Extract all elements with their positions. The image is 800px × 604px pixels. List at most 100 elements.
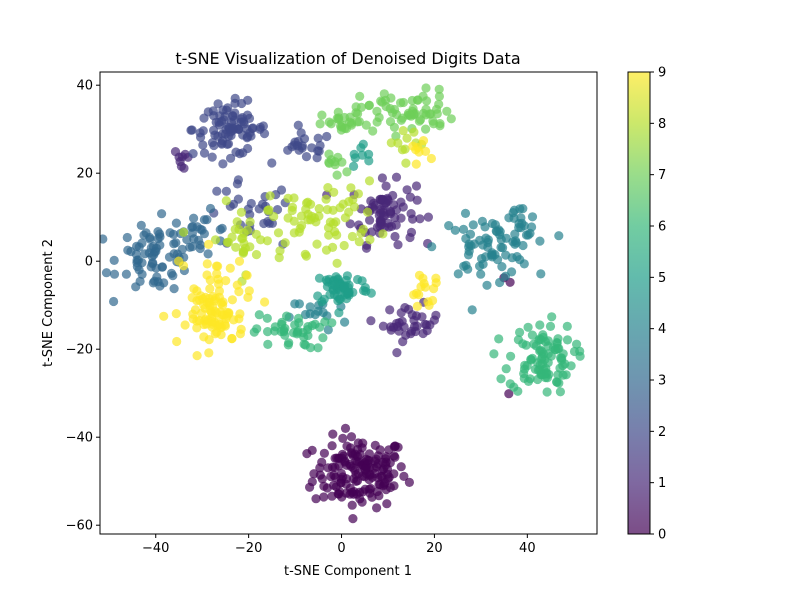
x-tick-label: 40: [519, 541, 536, 556]
data-point: [450, 225, 460, 235]
data-point: [243, 143, 253, 154]
data-point: [572, 339, 582, 349]
x-tick-label: −20: [235, 541, 262, 556]
data-point: [402, 185, 412, 195]
data-point: [344, 197, 354, 207]
data-point: [495, 277, 505, 288]
data-point: [361, 243, 372, 253]
data-point: [314, 146, 324, 156]
y-axis-label: t-SNE Component 2: [41, 239, 56, 367]
colorbar-tick-label: 9: [658, 66, 666, 81]
data-point: [372, 106, 382, 116]
data-point: [214, 117, 224, 127]
data-point: [234, 256, 245, 266]
data-point: [411, 159, 421, 169]
colorbar-tick-label: 8: [658, 117, 666, 132]
data-point: [498, 243, 508, 253]
data-point: [377, 173, 387, 183]
data-point: [319, 294, 329, 304]
data-point: [413, 142, 423, 153]
colorbar-tick-label: 5: [658, 271, 666, 286]
data-point: [409, 321, 420, 332]
data-point: [477, 254, 487, 264]
data-point: [431, 273, 441, 283]
data-points: [100, 83, 585, 524]
data-point: [412, 301, 422, 311]
data-point: [536, 269, 546, 279]
data-point: [382, 499, 392, 509]
data-point: [357, 443, 367, 453]
data-point: [189, 213, 199, 223]
data-point: [216, 298, 226, 308]
data-point: [527, 222, 537, 232]
data-point: [547, 312, 557, 322]
data-point: [217, 139, 227, 149]
data-point: [381, 181, 391, 191]
data-point: [510, 239, 520, 249]
data-point: [334, 461, 344, 471]
data-point: [432, 109, 442, 119]
data-point: [100, 234, 108, 244]
data-point: [273, 228, 284, 238]
data-point: [423, 297, 433, 307]
data-point: [228, 111, 238, 121]
data-point: [405, 192, 415, 202]
data-point: [109, 269, 120, 279]
data-point: [555, 387, 566, 397]
data-point: [307, 143, 317, 153]
x-tick-label: 20: [426, 541, 443, 556]
data-point: [365, 470, 375, 480]
data-point: [218, 105, 228, 115]
data-point: [357, 150, 367, 160]
data-point: [382, 464, 393, 474]
data-point: [506, 351, 516, 361]
data-point: [404, 304, 414, 314]
data-point: [264, 218, 274, 228]
data-point: [543, 341, 553, 351]
data-point: [375, 205, 385, 215]
data-point: [434, 84, 444, 94]
colorbar-ticks: 0 1 2 3 4 5 6 7 8 9: [650, 66, 666, 543]
data-point: [365, 235, 375, 245]
data-point: [497, 262, 507, 272]
data-point: [391, 131, 401, 141]
data-point: [426, 153, 436, 164]
data-point: [523, 322, 533, 332]
data-point: [199, 148, 210, 158]
data-point: [319, 492, 329, 502]
data-point: [153, 227, 163, 237]
data-point: [405, 232, 415, 243]
data-point: [542, 387, 552, 397]
data-point: [327, 441, 337, 451]
data-point: [373, 459, 383, 469]
data-point: [375, 222, 385, 232]
data-point: [535, 320, 545, 330]
data-point: [180, 320, 190, 330]
data-point: [186, 125, 196, 135]
data-point: [354, 237, 364, 247]
data-point: [366, 288, 376, 298]
data-point: [367, 227, 377, 237]
data-point: [179, 227, 189, 237]
data-point: [465, 229, 476, 239]
data-point: [357, 276, 367, 286]
data-point: [245, 210, 255, 220]
data-point: [305, 302, 315, 312]
data-point: [418, 328, 428, 339]
data-point: [515, 255, 525, 265]
data-point: [345, 117, 355, 127]
data-point: [311, 494, 321, 504]
data-point: [246, 198, 256, 209]
data-point: [235, 149, 245, 159]
data-point: [334, 308, 344, 318]
data-point: [341, 460, 352, 470]
data-point: [393, 240, 403, 250]
data-point: [272, 205, 283, 215]
data-point: [319, 448, 329, 458]
data-point: [305, 482, 315, 492]
data-point: [385, 206, 396, 216]
data-point: [321, 194, 331, 204]
data-point: [340, 423, 351, 433]
data-point: [322, 483, 332, 493]
chart-title: t-SNE Visualization of Denoised Digits D…: [175, 49, 520, 68]
